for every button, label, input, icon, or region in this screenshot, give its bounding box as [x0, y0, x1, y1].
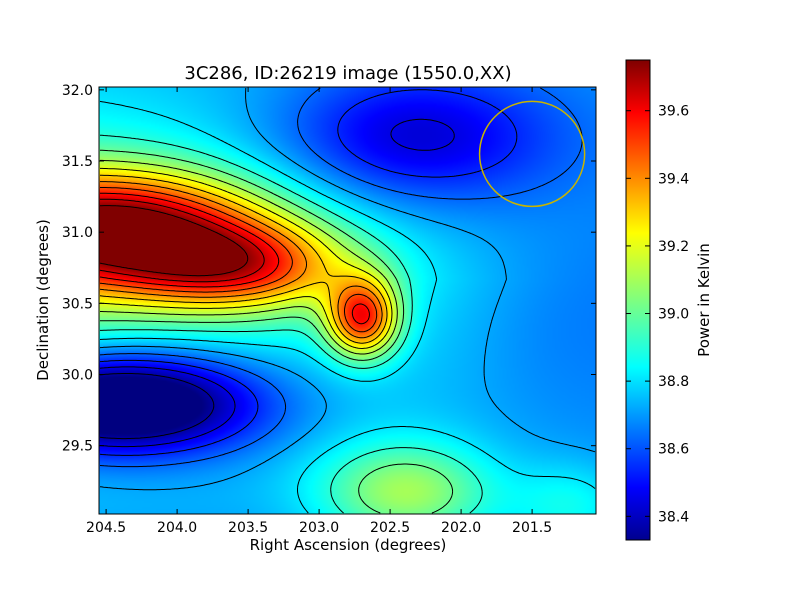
x-tick-label: 201.5	[512, 520, 552, 536]
contour-line	[99, 87, 596, 491]
x-axis: 204.5 204.0 203.5 203.0 202.5 202.0 201.5	[86, 87, 552, 536]
beam-circle	[478, 100, 586, 208]
contour-line	[100, 149, 454, 514]
colorbar-tick-label: 38.6	[658, 442, 689, 458]
y-tick-label: 32.0	[62, 83, 93, 99]
contour-line	[99, 174, 388, 344]
colorbar-tick-label: 39.2	[658, 239, 689, 255]
colorbar-ticks: 38.4 38.6 38.8 39.0 39.2 39.4 39.6	[626, 104, 689, 525]
contour-lines	[99, 87, 596, 514]
colorbar-tick-label: 38.8	[658, 374, 689, 390]
contour-line	[99, 181, 383, 339]
x-axis-label: Right Ascension (degrees)	[250, 536, 447, 554]
y-tick-label: 29.5	[62, 439, 93, 455]
contour-line	[99, 89, 518, 456]
x-tick-label: 204.5	[86, 520, 126, 536]
y-tick-label: 31.5	[62, 154, 93, 170]
x-tick-label: 203.5	[228, 520, 268, 536]
contour-line	[99, 187, 378, 333]
x-tick-label: 203.0	[299, 520, 339, 536]
colorbar-tick-label: 39.4	[658, 171, 689, 187]
x-tick-label: 202.5	[370, 520, 410, 536]
contour-line	[99, 100, 596, 514]
y-tick-label: 30.5	[62, 296, 93, 312]
y-tick-label: 31.0	[62, 225, 93, 241]
contour-line	[99, 198, 265, 283]
y-axis-label: Declination (degrees)	[34, 219, 52, 381]
contour-line	[100, 159, 398, 355]
x-tick-label: 204.0	[157, 520, 197, 536]
y-axis: 29.5 30.0 30.5 31.0 31.5 32.0	[62, 83, 596, 455]
contour-line	[99, 87, 583, 468]
colorbar: 38.4 38.6 38.8 39.0 39.2 39.4 39.6 Power in Ke…	[625, 59, 713, 541]
contour-line	[99, 134, 483, 514]
x-tick-label: 202.0	[441, 520, 481, 536]
colorbar-label: Power in Kelvin	[695, 243, 713, 357]
chart-title: 3C286, ID:26219 image (1550.0,XX)	[184, 63, 511, 84]
contour-line	[99, 118, 455, 448]
colorbar-gradient	[625, 59, 651, 541]
colorbar-tick-label: 39.0	[658, 307, 689, 323]
colorbar-tick-label: 39.6	[658, 104, 689, 120]
contour-line	[99, 192, 370, 325]
y-tick-label: 30.0	[62, 368, 93, 384]
plot-area	[98, 86, 597, 515]
plot-frame	[98, 86, 597, 515]
contour-line	[99, 205, 249, 277]
colorbar-tick-label: 38.4	[658, 509, 689, 525]
contour-line	[99, 167, 393, 349]
